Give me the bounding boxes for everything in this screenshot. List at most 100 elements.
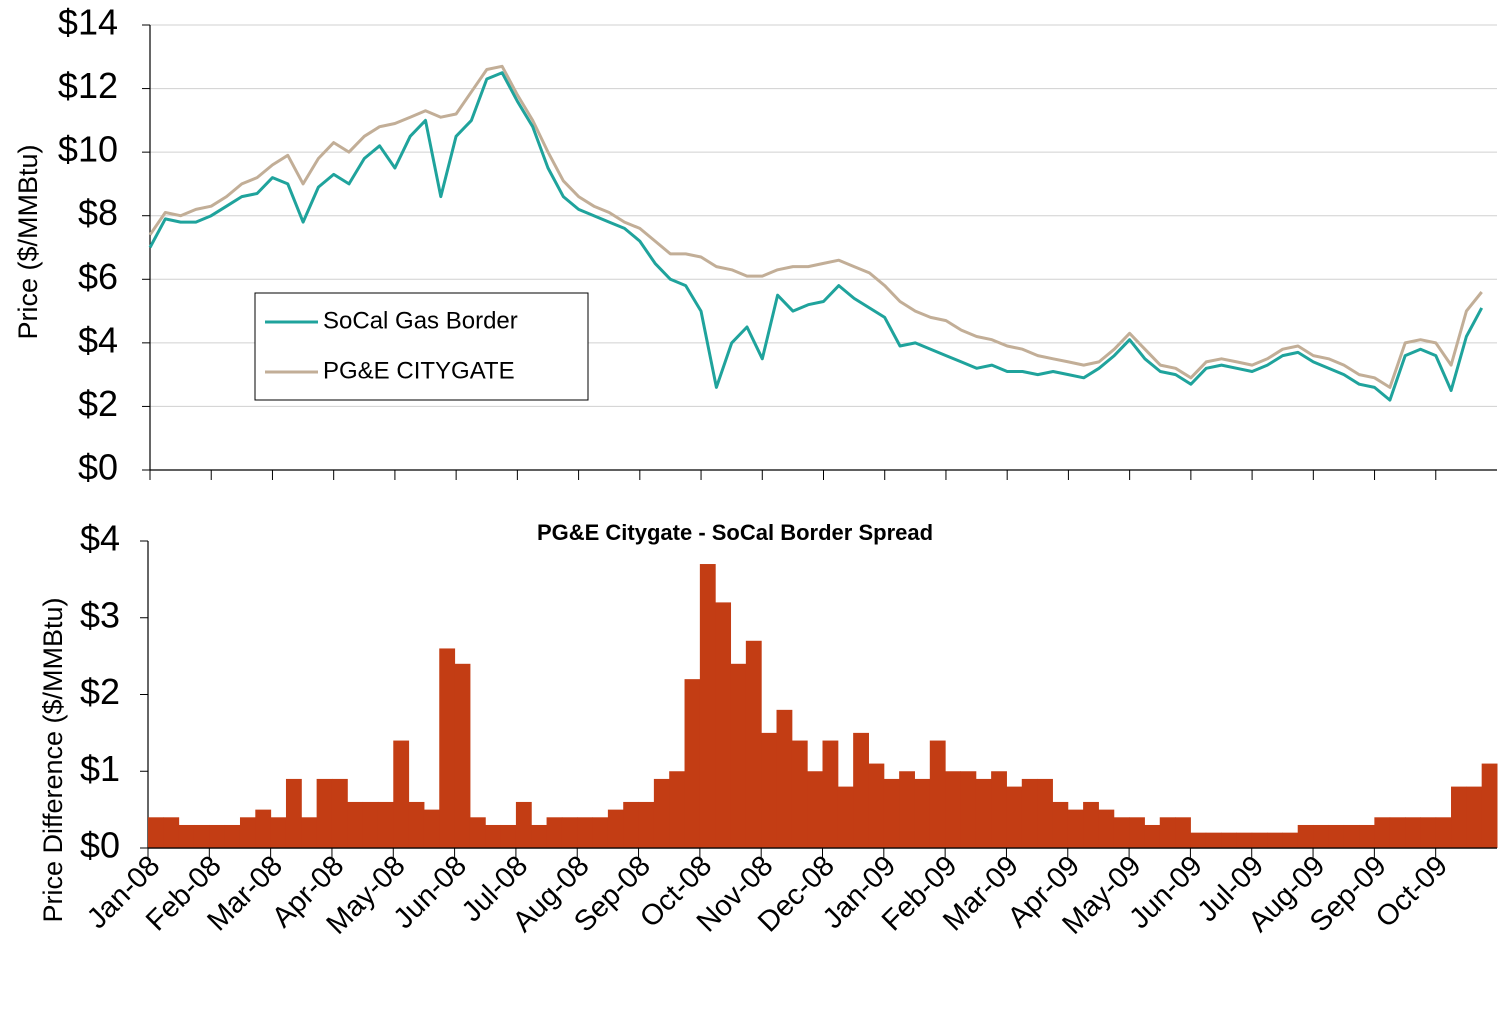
bar [408,801,425,848]
bar [239,817,256,848]
bar [592,817,609,848]
bar [1083,801,1099,848]
bar [1405,817,1421,848]
bar [1420,817,1437,848]
bar [531,824,548,848]
bar [1221,832,1237,848]
bar [193,824,210,848]
bar [561,817,578,848]
series-line [148,71,1484,402]
y-tick-label: $0 [80,825,120,866]
bar [500,824,517,848]
bar [1481,763,1498,848]
bar [607,809,624,848]
bar [423,809,440,848]
bar [285,778,302,848]
y-tick-label: $2 [78,383,118,424]
bar [1006,786,1023,848]
bar [546,817,563,848]
bar [1067,809,1084,848]
bar [362,801,379,848]
chart-title: PG&E Citygate - SoCal Border Spread [537,520,933,545]
bar [868,763,885,848]
y-tick-label: $14 [58,2,118,43]
bar [1297,824,1314,848]
bar [485,824,502,848]
y-tick-label: $10 [58,129,118,170]
bar [316,778,333,848]
bar [439,648,456,848]
bar [454,663,471,848]
bar [1236,832,1253,848]
bar [1129,817,1145,848]
y-tick-label: $0 [78,447,118,488]
bar [699,564,716,848]
bar [1205,832,1222,848]
bar [270,817,287,848]
bar [515,801,532,848]
bar [1113,817,1130,848]
y-tick-label: $4 [80,518,120,559]
bar [347,801,364,848]
bar [945,771,961,848]
bar [745,640,762,848]
bar [853,732,869,848]
bar [653,778,670,848]
legend: SoCal Gas Border PG&E CITYGATE [254,292,589,401]
bar [807,771,823,848]
y-tick-label: $3 [80,594,120,635]
bar [837,786,854,848]
legend-label: SoCal Gas Border [323,307,518,334]
bar [148,817,164,848]
bar [1282,832,1299,848]
bar [178,824,195,848]
bar [991,771,1007,848]
bar [1021,778,1038,848]
bar [1251,832,1268,848]
bar [761,732,778,848]
bar [331,778,348,848]
bar [776,709,793,848]
bar [1098,809,1115,848]
bar [209,824,226,848]
bar [1359,824,1375,848]
y-axis-title: Price Difference ($/MMBtu) [38,597,68,922]
bar [1466,786,1483,848]
bar [929,740,946,848]
bar [1267,832,1283,848]
bar [301,817,318,848]
bar [822,740,839,848]
bar [1144,824,1161,848]
bar [1389,817,1406,848]
y-tick-label: $8 [78,192,118,233]
bar [975,778,992,848]
bar [1328,824,1345,848]
legend-label: PG&E CITYGATE [323,357,515,384]
bar [669,771,686,848]
bar [1435,817,1452,848]
series-line [148,64,1483,389]
bar [163,817,180,848]
bar [224,824,241,848]
y-tick-label: $6 [78,256,118,297]
y-tick-label: $12 [58,65,118,106]
bar [1190,832,1207,848]
bar [1343,824,1360,848]
bar [1451,786,1467,848]
bar [377,801,394,848]
bar [1052,801,1069,848]
bar [638,801,655,848]
bar [684,679,701,848]
y-tick-label: $1 [80,748,120,789]
bar [791,740,808,848]
bar [469,817,486,848]
bar [1374,817,1391,848]
bar [1159,817,1176,848]
bar [1175,817,1191,848]
bar [960,771,977,848]
y-tick-label: $2 [80,671,120,712]
bar [1313,824,1329,848]
bar [577,817,594,848]
bar [730,663,747,848]
